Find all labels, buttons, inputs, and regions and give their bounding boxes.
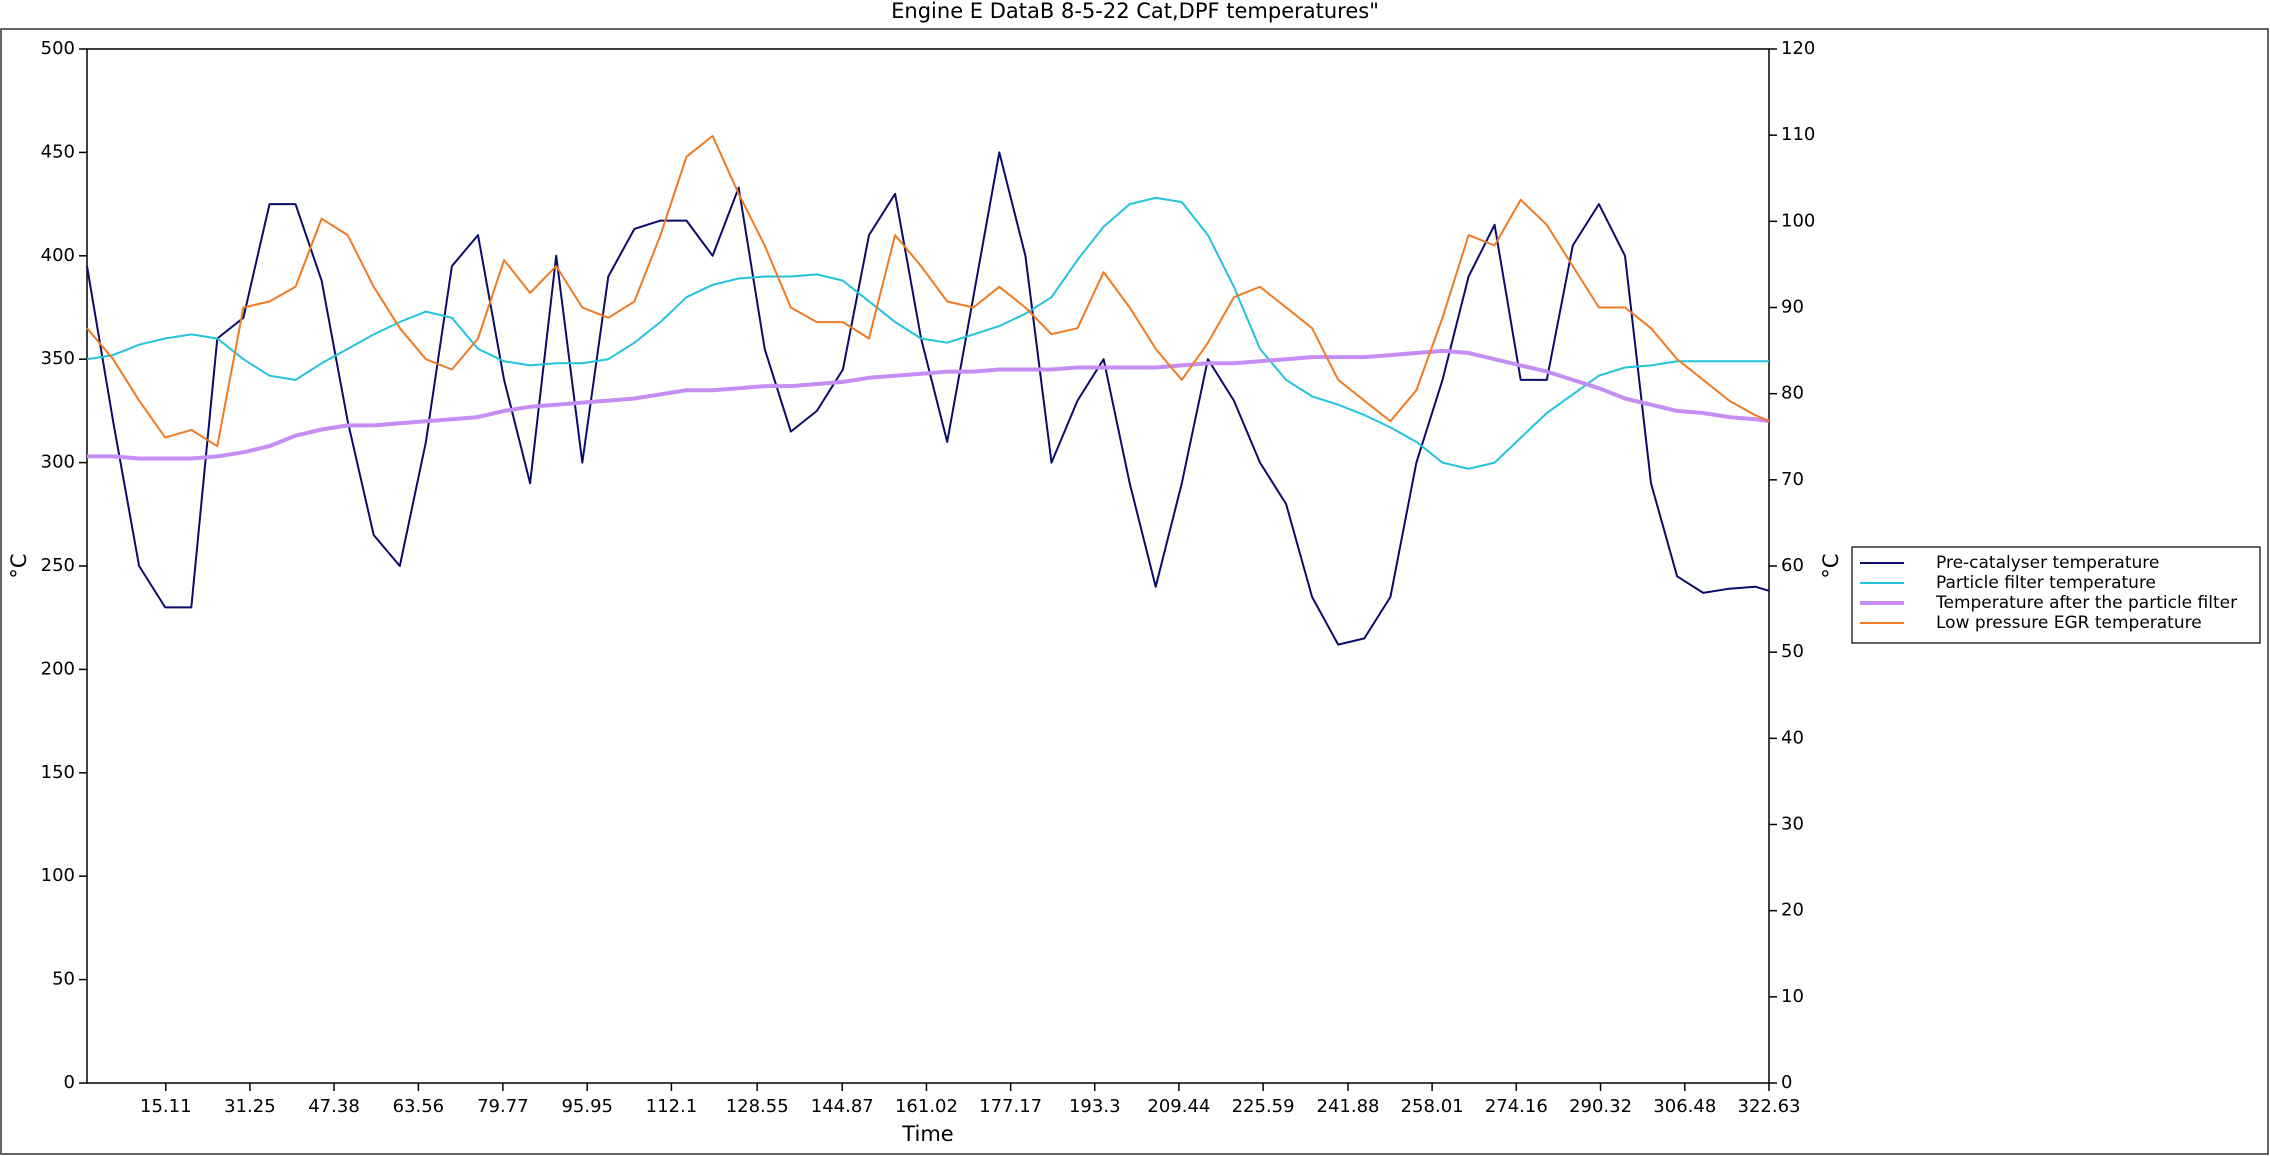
- y-tick-label: 450: [41, 141, 75, 162]
- legend-label: Low pressure EGR temperature: [1936, 613, 2202, 633]
- y-tick-label: 100: [41, 865, 75, 886]
- x-tick-label: 63.56: [393, 1096, 445, 1117]
- x-tick-label: 112.1: [646, 1096, 698, 1117]
- x-tick-label: 47.38: [308, 1096, 360, 1117]
- y2-tick-label: 90: [1781, 297, 1804, 318]
- legend-label: Temperature after the particle filter: [1935, 593, 2237, 613]
- y2-tick-label: 100: [1781, 210, 1815, 231]
- x-tick-label: 258.01: [1401, 1096, 1464, 1117]
- y2-tick-label: 70: [1781, 469, 1804, 490]
- legend-label: Particle filter temperature: [1936, 573, 2156, 593]
- y2-tick-label: 60: [1781, 555, 1804, 576]
- y-tick-label: 0: [64, 1072, 75, 1093]
- y2-tick-label: 10: [1781, 986, 1804, 1007]
- y-tick-label: 200: [41, 658, 75, 679]
- y2-tick-label: 120: [1781, 38, 1815, 59]
- y2-tick-label: 50: [1781, 641, 1804, 662]
- x-tick-label: 193.3: [1069, 1096, 1121, 1117]
- y-axis-label: °C: [7, 553, 31, 578]
- y-tick-label: 350: [41, 348, 75, 369]
- plot-area: [86, 48, 1770, 1084]
- y-tick-label: 250: [41, 555, 75, 576]
- y-tick-label: 300: [41, 452, 75, 473]
- legend-box: [1851, 546, 2261, 644]
- y-tick-label: 150: [41, 762, 75, 783]
- series-line: [86, 151, 1770, 646]
- y-tick-label: 50: [52, 969, 75, 990]
- x-tick-label: 161.02: [895, 1096, 958, 1117]
- x-tick-label: 322.63: [1738, 1096, 1801, 1117]
- x-tick-label: 95.95: [561, 1096, 613, 1117]
- series-line: [86, 196, 1769, 470]
- x-tick-label: 31.25: [224, 1096, 276, 1117]
- x-tick-label: 177.17: [979, 1096, 1042, 1117]
- y2-tick-label: 30: [1781, 814, 1804, 835]
- y2-tick-label: 110: [1781, 124, 1815, 145]
- chart-frame: [0, 28, 2269, 1155]
- y2-tick-label: 20: [1781, 900, 1804, 921]
- x-tick-label: 274.16: [1485, 1096, 1548, 1117]
- x-tick-label: 225.59: [1232, 1096, 1295, 1117]
- x-tick-label: 290.32: [1569, 1096, 1632, 1117]
- y2-tick-label: 0: [1781, 1072, 1792, 1093]
- series-line: [86, 135, 1770, 448]
- y2-axis-label: °C: [1819, 553, 1843, 578]
- series-line: [87, 348, 1770, 461]
- y2-tick-label: 80: [1781, 383, 1804, 404]
- y2-tick-label: 40: [1781, 727, 1804, 748]
- x-tick-label: 241.88: [1317, 1096, 1380, 1117]
- x-tick-label: 15.11: [140, 1096, 192, 1117]
- chart-title: Engine E DataB 8-5-22 Cat,DPF temperatur…: [891, 0, 1379, 23]
- y-tick-label: 500: [41, 38, 75, 59]
- x-axis-label: Time: [901, 1122, 953, 1146]
- x-tick-label: 128.55: [726, 1096, 789, 1117]
- x-tick-label: 79.77: [477, 1096, 529, 1117]
- y-tick-label: 400: [41, 245, 75, 266]
- legend-label: Pre-catalyser temperature: [1936, 553, 2159, 573]
- x-tick-label: 306.48: [1653, 1096, 1716, 1117]
- x-tick-label: 144.87: [811, 1096, 874, 1117]
- x-tick-label: 209.44: [1147, 1096, 1210, 1117]
